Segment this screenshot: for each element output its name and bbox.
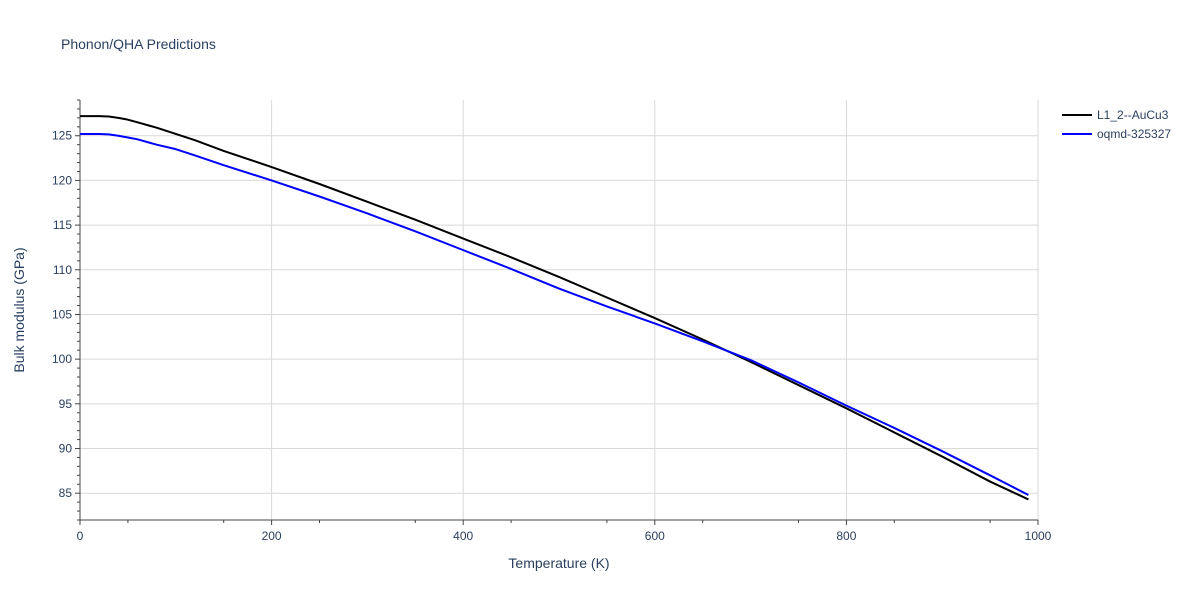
y-tick-label: 85 xyxy=(59,486,73,500)
x-tick-label: 1000 xyxy=(1025,529,1052,543)
legend-label: oqmd-325327 xyxy=(1097,127,1171,141)
x-tick-label: 200 xyxy=(262,529,282,543)
y-axis-title: Bulk modulus (GPa) xyxy=(11,247,27,372)
y-tick-label: 90 xyxy=(59,442,73,456)
x-tick-label: 0 xyxy=(77,529,84,543)
series-layer xyxy=(80,115,1029,501)
series-line-1 xyxy=(80,115,1029,501)
x-tick-label: 400 xyxy=(453,529,473,543)
y-tick-label: 115 xyxy=(53,218,72,232)
y-tick-label: 110 xyxy=(53,263,72,277)
x-tick-label: 600 xyxy=(645,529,665,543)
legend-label: L1_2--AuCu3 xyxy=(1097,108,1169,122)
legend-item-2[interactable]: oqmd-325327 xyxy=(1062,127,1171,141)
y-tick-label: 125 xyxy=(52,129,72,143)
grid-layer xyxy=(80,100,1039,520)
x-axis-title: Temperature (K) xyxy=(508,555,609,571)
chart-title: Phonon/QHA Predictions xyxy=(61,36,216,52)
y-tick-label: 105 xyxy=(52,307,72,321)
y-tick-label: 120 xyxy=(52,173,72,187)
y-tick-label: 95 xyxy=(59,397,73,411)
x-tick-label: 800 xyxy=(836,529,856,543)
legend[interactable]: L1_2--AuCu3 oqmd-325327 xyxy=(1062,108,1171,141)
series-line-2 xyxy=(80,132,1029,496)
y-tick-label: 100 xyxy=(52,352,72,366)
legend-item-1[interactable]: L1_2--AuCu3 xyxy=(1062,108,1169,122)
axis-layer: 85 90 95 100 105 110 115 120 125 0 200 400 600 800 100… xyxy=(52,99,1052,543)
